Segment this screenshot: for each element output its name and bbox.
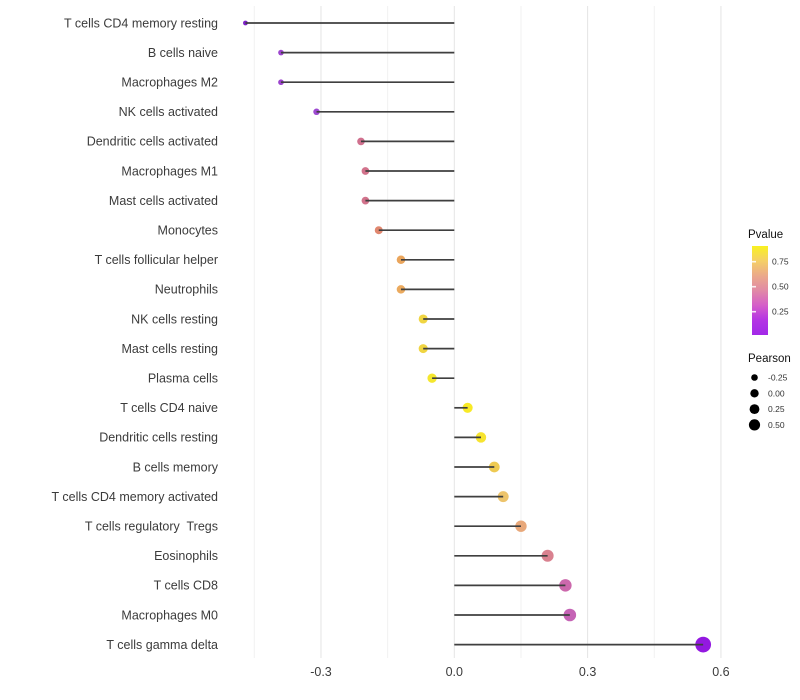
y-axis-label: Macrophages M2 [121,76,218,90]
y-axis-label: Eosinophils [154,549,218,563]
pvalue-legend-title: Pvalue [748,229,783,241]
pvalue-legend: Pvalue 0.75 0.50 0.25 [748,229,789,335]
y-axis-label: T cells follicular helper [95,253,218,267]
x-axis-tick-label: 0.3 [579,665,596,679]
y-axis-label: T cells CD4 naive [120,401,218,415]
pearson-legend-label: 0.25 [768,404,785,414]
pvalue-gradient-tick [752,260,756,263]
y-axis-label: Macrophages M0 [121,608,218,622]
x-axis-tick-label: -0.3 [310,665,332,679]
pearson-legend-dot [749,404,760,414]
y-axis-label: NK cells resting [131,312,218,326]
pearson-legend-dot [750,389,759,398]
y-axis-label: Dendritic cells resting [99,431,218,445]
gridlines-group [253,6,722,658]
pearson-legend-title: Pearson [748,353,791,365]
y-axis-label: Macrophages M1 [121,164,218,178]
y-axis-label: T cells gamma delta [106,638,218,652]
pearson-legend-label: -0.25 [768,373,788,383]
y-axis-label: T cells CD8 [154,579,218,593]
pearson-legend-label: 0.00 [768,388,785,398]
y-axis-label: Mast cells resting [121,342,218,356]
y-axis-label: T cells CD4 memory activated [52,490,219,504]
y-axis-label: T cells regulatory Tregs [85,520,218,534]
lollipop-dot [427,373,437,383]
y-axis-label: T cells CD4 memory resting [64,16,218,30]
y-axis-labels-group: T cells CD4 memory resting B cells naive M… [52,16,219,652]
pvalue-legend-tick-label: 0.25 [772,307,789,317]
pearson-legend-label: 0.50 [768,420,785,430]
x-axis-tick-label: 0.6 [712,665,729,679]
pvalue-legend-tick-label: 0.75 [772,257,789,267]
pvalue-gradient-tick [752,310,756,313]
pearson-legend-items: -0.25 0.00 0.25 0.50 [748,373,788,431]
y-axis-label: Dendritic cells activated [87,135,218,149]
y-axis-label: Plasma cells [148,372,218,386]
pearson-legend: Pearson -0.25 0.00 0.25 0.50 [748,353,791,431]
pvalue-legend-ticks: 0.75 0.50 0.25 [752,257,789,317]
y-axis-label: B cells naive [148,46,218,60]
data-points-group [243,20,712,653]
stems-group [245,22,704,646]
pvalue-legend-tick-label: 0.50 [772,282,789,292]
y-axis-label: B cells memory [133,460,219,474]
y-axis-label: Mast cells activated [109,194,218,208]
pvalue-gradient-tick [752,285,756,288]
y-axis-label: NK cells activated [119,105,218,119]
pearson-legend-dot [751,374,758,381]
y-axis-label: Neutrophils [155,283,218,297]
pearson-legend-dot [748,419,761,431]
y-axis-label: Monocytes [158,224,218,238]
x-axis-tick-label: 0.0 [446,665,463,679]
pvalue-gradient-bar [752,246,768,335]
x-axis-labels-group: -0.3 0.0 0.3 0.6 [310,665,729,679]
